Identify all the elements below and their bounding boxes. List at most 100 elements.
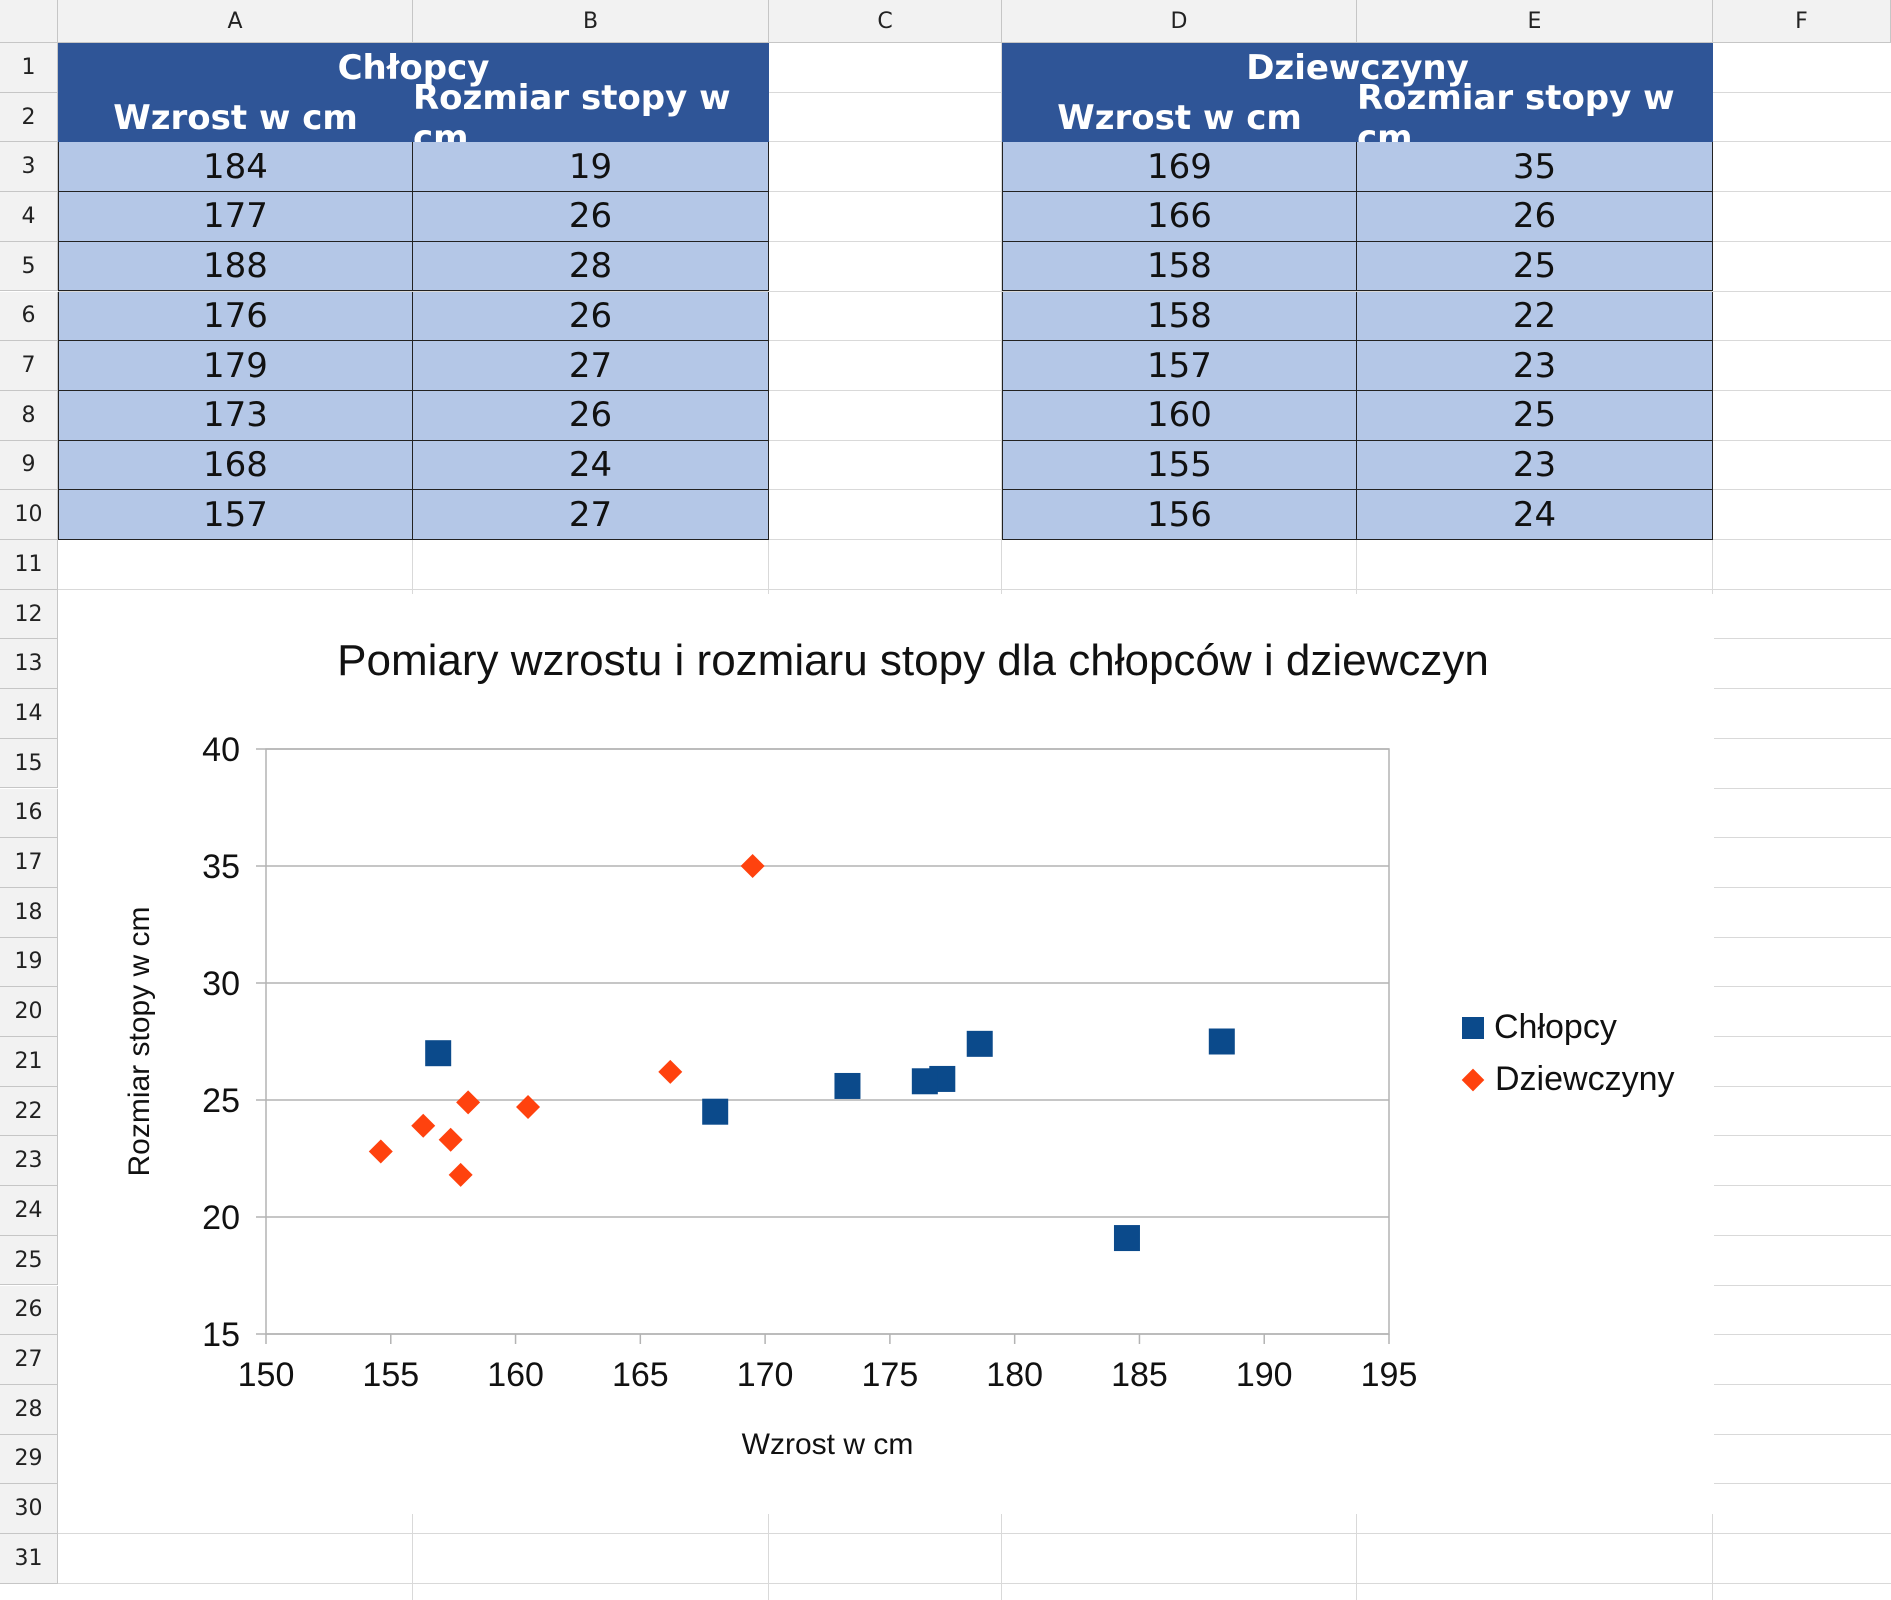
row-header-4[interactable]: 4 xyxy=(0,192,58,242)
grid-line xyxy=(58,439,1891,441)
girls_table-cell-height[interactable]: 166 xyxy=(1002,192,1357,242)
chart-area[interactable] xyxy=(58,594,1714,1514)
boys_table-cell-height[interactable]: 177 xyxy=(58,192,413,242)
boys_table-cell-height[interactable]: 188 xyxy=(58,241,413,292)
row-header-13[interactable]: 13 xyxy=(0,639,58,690)
x-tick-label: 155 xyxy=(362,1356,419,1394)
y-tick-label: 35 xyxy=(202,848,240,886)
row-header-26[interactable]: 26 xyxy=(0,1285,58,1336)
boys_table-cell-foot[interactable]: 26 xyxy=(413,390,769,441)
row-header-22[interactable]: 22 xyxy=(0,1086,58,1137)
girls_table-cell-height[interactable]: 155 xyxy=(1002,440,1357,491)
legend-item-girls: Dziewczyny xyxy=(1461,1060,1675,1099)
x-tick-label: 150 xyxy=(238,1356,295,1394)
x-tick-label: 190 xyxy=(1236,1356,1293,1394)
boys_table-cell-height[interactable]: 184 xyxy=(58,142,413,193)
column-header-d[interactable]: D xyxy=(1002,0,1357,43)
y-tick-label: 15 xyxy=(202,1316,240,1354)
row-header-8[interactable]: 8 xyxy=(0,390,58,441)
boys_table-cell-height[interactable]: 168 xyxy=(58,440,413,491)
row-header-17[interactable]: 17 xyxy=(0,838,58,888)
boys_table-cell-foot[interactable]: 24 xyxy=(413,440,769,491)
girls_table-cell-height[interactable]: 160 xyxy=(1002,390,1357,441)
column-header-e[interactable]: E xyxy=(1357,0,1713,43)
boys_table-cell-foot[interactable]: 27 xyxy=(413,341,769,391)
boys_table-cell-height[interactable]: 173 xyxy=(58,390,413,441)
row-header-1[interactable]: 1 xyxy=(0,43,58,93)
row-header-7[interactable]: 7 xyxy=(0,341,58,391)
row-header-28[interactable]: 28 xyxy=(0,1384,58,1435)
data-point-boys xyxy=(1208,1028,1235,1055)
girls_table-cell-foot[interactable]: 23 xyxy=(1357,440,1713,491)
y-tick-label: 30 xyxy=(202,965,240,1003)
row-header-6[interactable]: 6 xyxy=(0,291,58,342)
boys_table-header-foot: Rozmiar stopy w cm xyxy=(413,78,769,158)
boys_table-cell-foot[interactable]: 28 xyxy=(413,241,769,292)
row-header-9[interactable]: 9 xyxy=(0,440,58,491)
x-tick-label: 180 xyxy=(986,1356,1043,1394)
x-tick-label: 165 xyxy=(612,1356,669,1394)
column-header-b[interactable]: B xyxy=(413,0,769,43)
girls_table-cell-foot[interactable]: 25 xyxy=(1357,390,1713,441)
corner-select-all[interactable] xyxy=(0,0,58,43)
row-header-16[interactable]: 16 xyxy=(0,788,58,839)
girls_table-cell-height[interactable]: 156 xyxy=(1002,490,1357,540)
grid-line xyxy=(58,91,1891,93)
data-point-boys xyxy=(834,1072,861,1099)
row-header-25[interactable]: 25 xyxy=(0,1235,58,1286)
y-tick-label: 20 xyxy=(202,1199,240,1237)
girls_table-cell-foot[interactable]: 35 xyxy=(1357,142,1713,193)
girls_table-cell-height[interactable]: 158 xyxy=(1002,291,1357,342)
boys_table-cell-foot[interactable]: 26 xyxy=(413,291,769,342)
boys_table-cell-height[interactable]: 179 xyxy=(58,341,413,391)
row-header-29[interactable]: 29 xyxy=(0,1434,58,1485)
girls_table-cell-height[interactable]: 157 xyxy=(1002,341,1357,391)
row-header-27[interactable]: 27 xyxy=(0,1335,58,1385)
girls_table-cell-foot[interactable]: 23 xyxy=(1357,341,1713,391)
legend-diamond-icon xyxy=(1461,1068,1485,1091)
row-header-3[interactable]: 3 xyxy=(0,142,58,193)
girls_table-cell-foot[interactable]: 26 xyxy=(1357,192,1713,242)
grid-line xyxy=(58,290,1891,292)
boys_table-cell-foot[interactable]: 27 xyxy=(413,490,769,540)
row-header-5[interactable]: 5 xyxy=(0,241,58,292)
row-header-23[interactable]: 23 xyxy=(0,1136,58,1187)
legend-label-girls: Dziewczyny xyxy=(1495,1060,1675,1098)
row-header-30[interactable]: 30 xyxy=(0,1484,58,1534)
row-header-11[interactable]: 11 xyxy=(0,540,58,590)
row-header-19[interactable]: 19 xyxy=(0,937,58,988)
grid-line xyxy=(58,1582,1891,1584)
data-point-girls xyxy=(448,1162,473,1187)
row-header-12[interactable]: 12 xyxy=(0,589,58,640)
boys_table-cell-foot[interactable]: 26 xyxy=(413,192,769,242)
row-header-2[interactable]: 2 xyxy=(0,92,58,143)
x-tick-label: 185 xyxy=(1111,1356,1168,1394)
row-header-24[interactable]: 24 xyxy=(0,1186,58,1236)
row-header-14[interactable]: 14 xyxy=(0,689,58,739)
x-tick-label: 195 xyxy=(1361,1356,1418,1394)
column-header-c[interactable]: C xyxy=(769,0,1002,43)
data-point-boys xyxy=(425,1040,452,1067)
grid-line xyxy=(58,141,1891,143)
grid-line xyxy=(58,389,1891,391)
row-header-31[interactable]: 31 xyxy=(0,1534,58,1584)
row-header-21[interactable]: 21 xyxy=(0,1037,58,1087)
girls_table-cell-foot[interactable]: 25 xyxy=(1357,241,1713,292)
girls_table-cell-foot[interactable]: 24 xyxy=(1357,490,1713,540)
girls_table-cell-foot[interactable]: 22 xyxy=(1357,291,1713,342)
data-point-girls xyxy=(411,1113,436,1138)
row-header-15[interactable]: 15 xyxy=(0,738,58,789)
row-header-18[interactable]: 18 xyxy=(0,887,58,938)
row-header-10[interactable]: 10 xyxy=(0,490,58,540)
row-header-20[interactable]: 20 xyxy=(0,987,58,1037)
girls_table-cell-height[interactable]: 169 xyxy=(1002,142,1357,193)
girls_table-cell-height[interactable]: 158 xyxy=(1002,241,1357,292)
legend-square-icon xyxy=(1462,1016,1484,1039)
boys_table-cell-foot[interactable]: 19 xyxy=(413,142,769,193)
data-point-boys xyxy=(911,1068,938,1095)
column-header-a[interactable]: A xyxy=(58,0,413,43)
boys_table-cell-height[interactable]: 157 xyxy=(58,490,413,540)
grid-line xyxy=(58,340,1891,342)
boys_table-cell-height[interactable]: 176 xyxy=(58,291,413,342)
